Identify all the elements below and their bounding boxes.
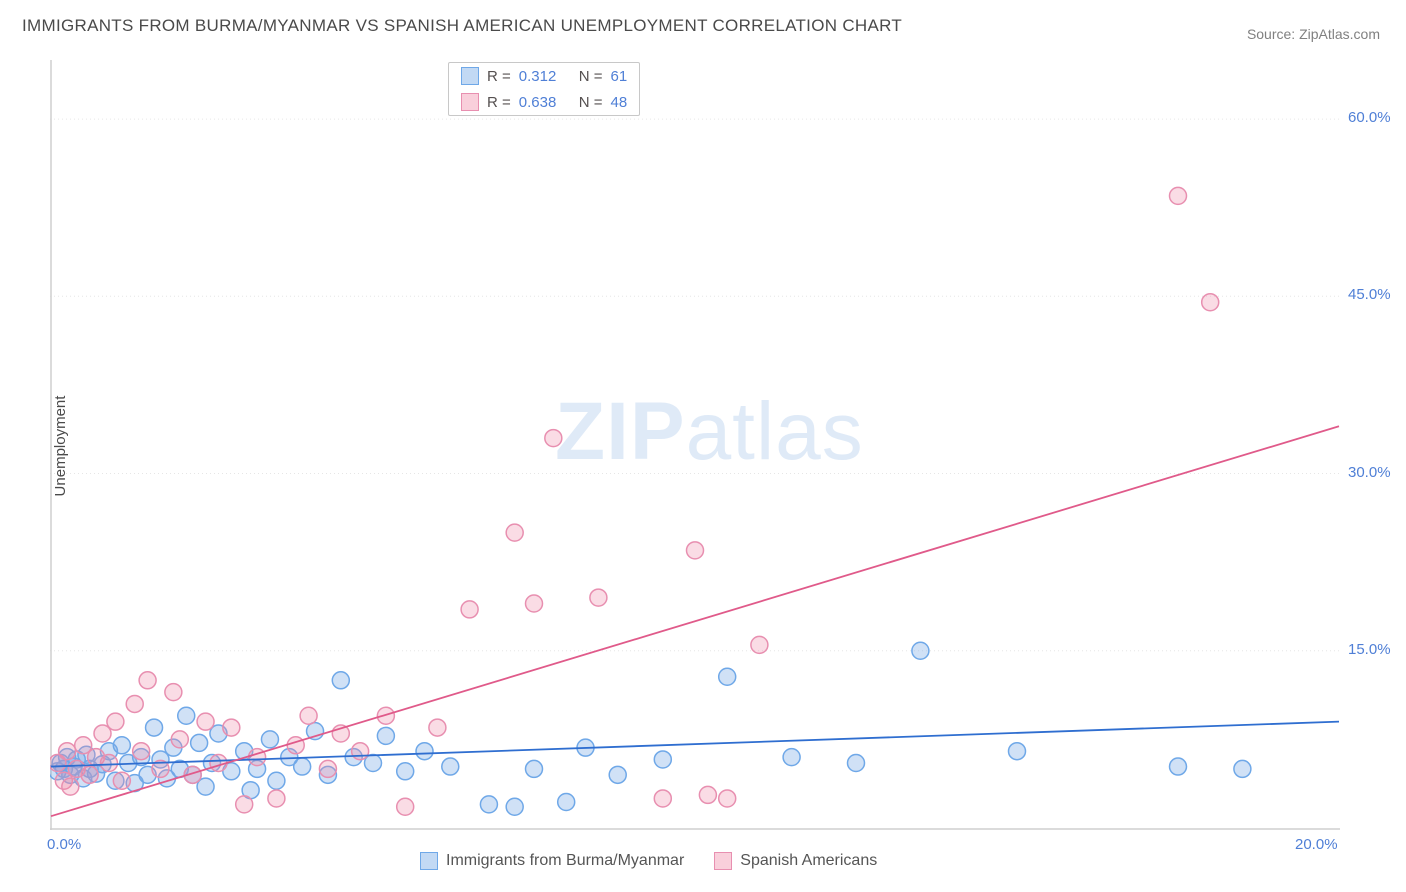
y-tick-label: 30.0%	[1348, 464, 1391, 481]
legend-n-label: N =	[579, 68, 603, 85]
x-tick-label: 20.0%	[1295, 836, 1338, 853]
x-tick-label: 0.0%	[47, 836, 81, 853]
series-legend-label: Spanish Americans	[740, 852, 877, 870]
legend-swatch-icon	[420, 852, 438, 870]
legend-r-label: R =	[487, 94, 511, 111]
correlation-legend: R = 0.312 N = 61 R = 0.638 N = 48	[448, 62, 640, 116]
series-legend: Immigrants from Burma/Myanmar Spanish Ame…	[420, 852, 877, 870]
legend-swatch-icon	[461, 67, 479, 85]
legend-r-value: 0.312	[519, 68, 571, 85]
legend-swatch-icon	[461, 93, 479, 111]
series-legend-item-spanish: Spanish Americans	[714, 852, 877, 870]
legend-row-spanish: R = 0.638 N = 48	[449, 89, 639, 115]
y-tick-label: 45.0%	[1348, 286, 1391, 303]
series-legend-label: Immigrants from Burma/Myanmar	[446, 852, 684, 870]
legend-n-label: N =	[579, 94, 603, 111]
y-tick-label: 15.0%	[1348, 641, 1391, 658]
chart-title: IMMIGRANTS FROM BURMA/MYANMAR VS SPANISH…	[22, 16, 902, 36]
y-tick-label: 60.0%	[1348, 109, 1391, 126]
legend-n-value: 61	[611, 68, 628, 85]
legend-r-value: 0.638	[519, 94, 571, 111]
legend-swatch-icon	[714, 852, 732, 870]
legend-r-label: R =	[487, 68, 511, 85]
scatter-svg	[50, 60, 1340, 830]
series-legend-item-burma: Immigrants from Burma/Myanmar	[420, 852, 684, 870]
plot-area	[50, 60, 1340, 830]
legend-row-burma: R = 0.312 N = 61	[449, 63, 639, 89]
source-attribution: Source: ZipAtlas.com	[1247, 26, 1380, 42]
legend-n-value: 48	[611, 94, 628, 111]
